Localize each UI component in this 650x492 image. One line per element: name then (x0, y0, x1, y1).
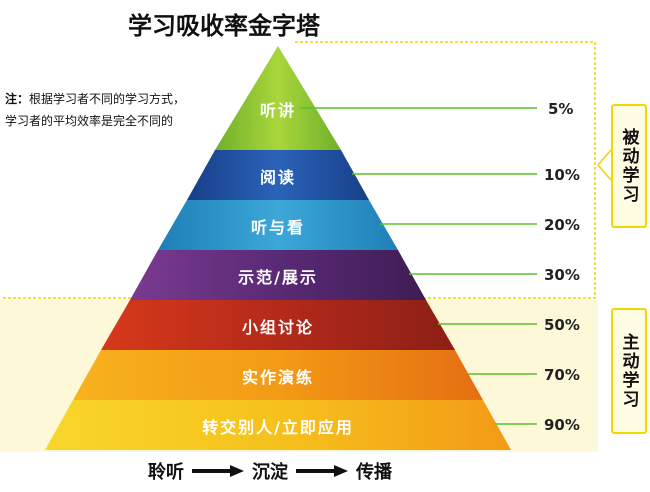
note-label: 注： (5, 92, 30, 106)
active-learning-box: 主动学习 (611, 308, 647, 434)
arrow-right-icon (296, 465, 348, 477)
band-label-3: 听与看 (250, 218, 305, 237)
passive-learning-box: 被动学习 (611, 104, 647, 228)
pyramid-layer-7 (45, 400, 511, 450)
passive-bracket-pointer (597, 149, 612, 181)
percent-label-6: 70% (544, 366, 580, 384)
learning-flow: 聆听 沉淀 传播 (148, 458, 392, 484)
percent-label-1: 5% (548, 100, 574, 118)
percent-label-3: 20% (544, 216, 580, 234)
percent-label-7: 90% (544, 416, 580, 434)
note-text: 注：根据学习者不同的学习方式， 学习者的平均效率是完全不同的 (5, 88, 205, 132)
band-label-1: 听讲 (259, 101, 296, 120)
pyramid-layer-3 (158, 200, 398, 250)
note-line-1: 注：根据学习者不同的学习方式， (5, 92, 186, 106)
note-line-2: 学习者的平均效率是完全不同的 (5, 114, 174, 128)
pyramid-layer-6 (73, 350, 483, 400)
pyramid-layer-2 (187, 150, 369, 200)
pyramid-layer-4 (130, 250, 426, 300)
band-label-2: 阅读 (259, 168, 296, 187)
percent-label-2: 10% (544, 166, 580, 184)
flow-step-2: 沉淀 (252, 462, 288, 483)
arrow-right-icon (192, 465, 244, 477)
flow-step-3: 传播 (356, 462, 392, 483)
percent-label-5: 50% (544, 316, 580, 334)
band-label-6: 实作演练 (241, 368, 314, 387)
active-learning-label: 主动学习 (618, 333, 639, 409)
flow-step-1: 聆听 (148, 462, 184, 483)
percent-label-4: 30% (544, 266, 580, 284)
pyramid-layer-5 (101, 300, 455, 350)
band-label-7: 转交别人/立即应用 (202, 418, 354, 437)
page-title: 学习吸收率金字塔 (128, 12, 320, 40)
passive-learning-label: 被动学习 (618, 128, 639, 204)
band-label-4: 示范/展示 (238, 268, 318, 287)
band-label-5: 小组讨论 (241, 318, 314, 337)
pyramid-layer-1 (215, 46, 341, 150)
